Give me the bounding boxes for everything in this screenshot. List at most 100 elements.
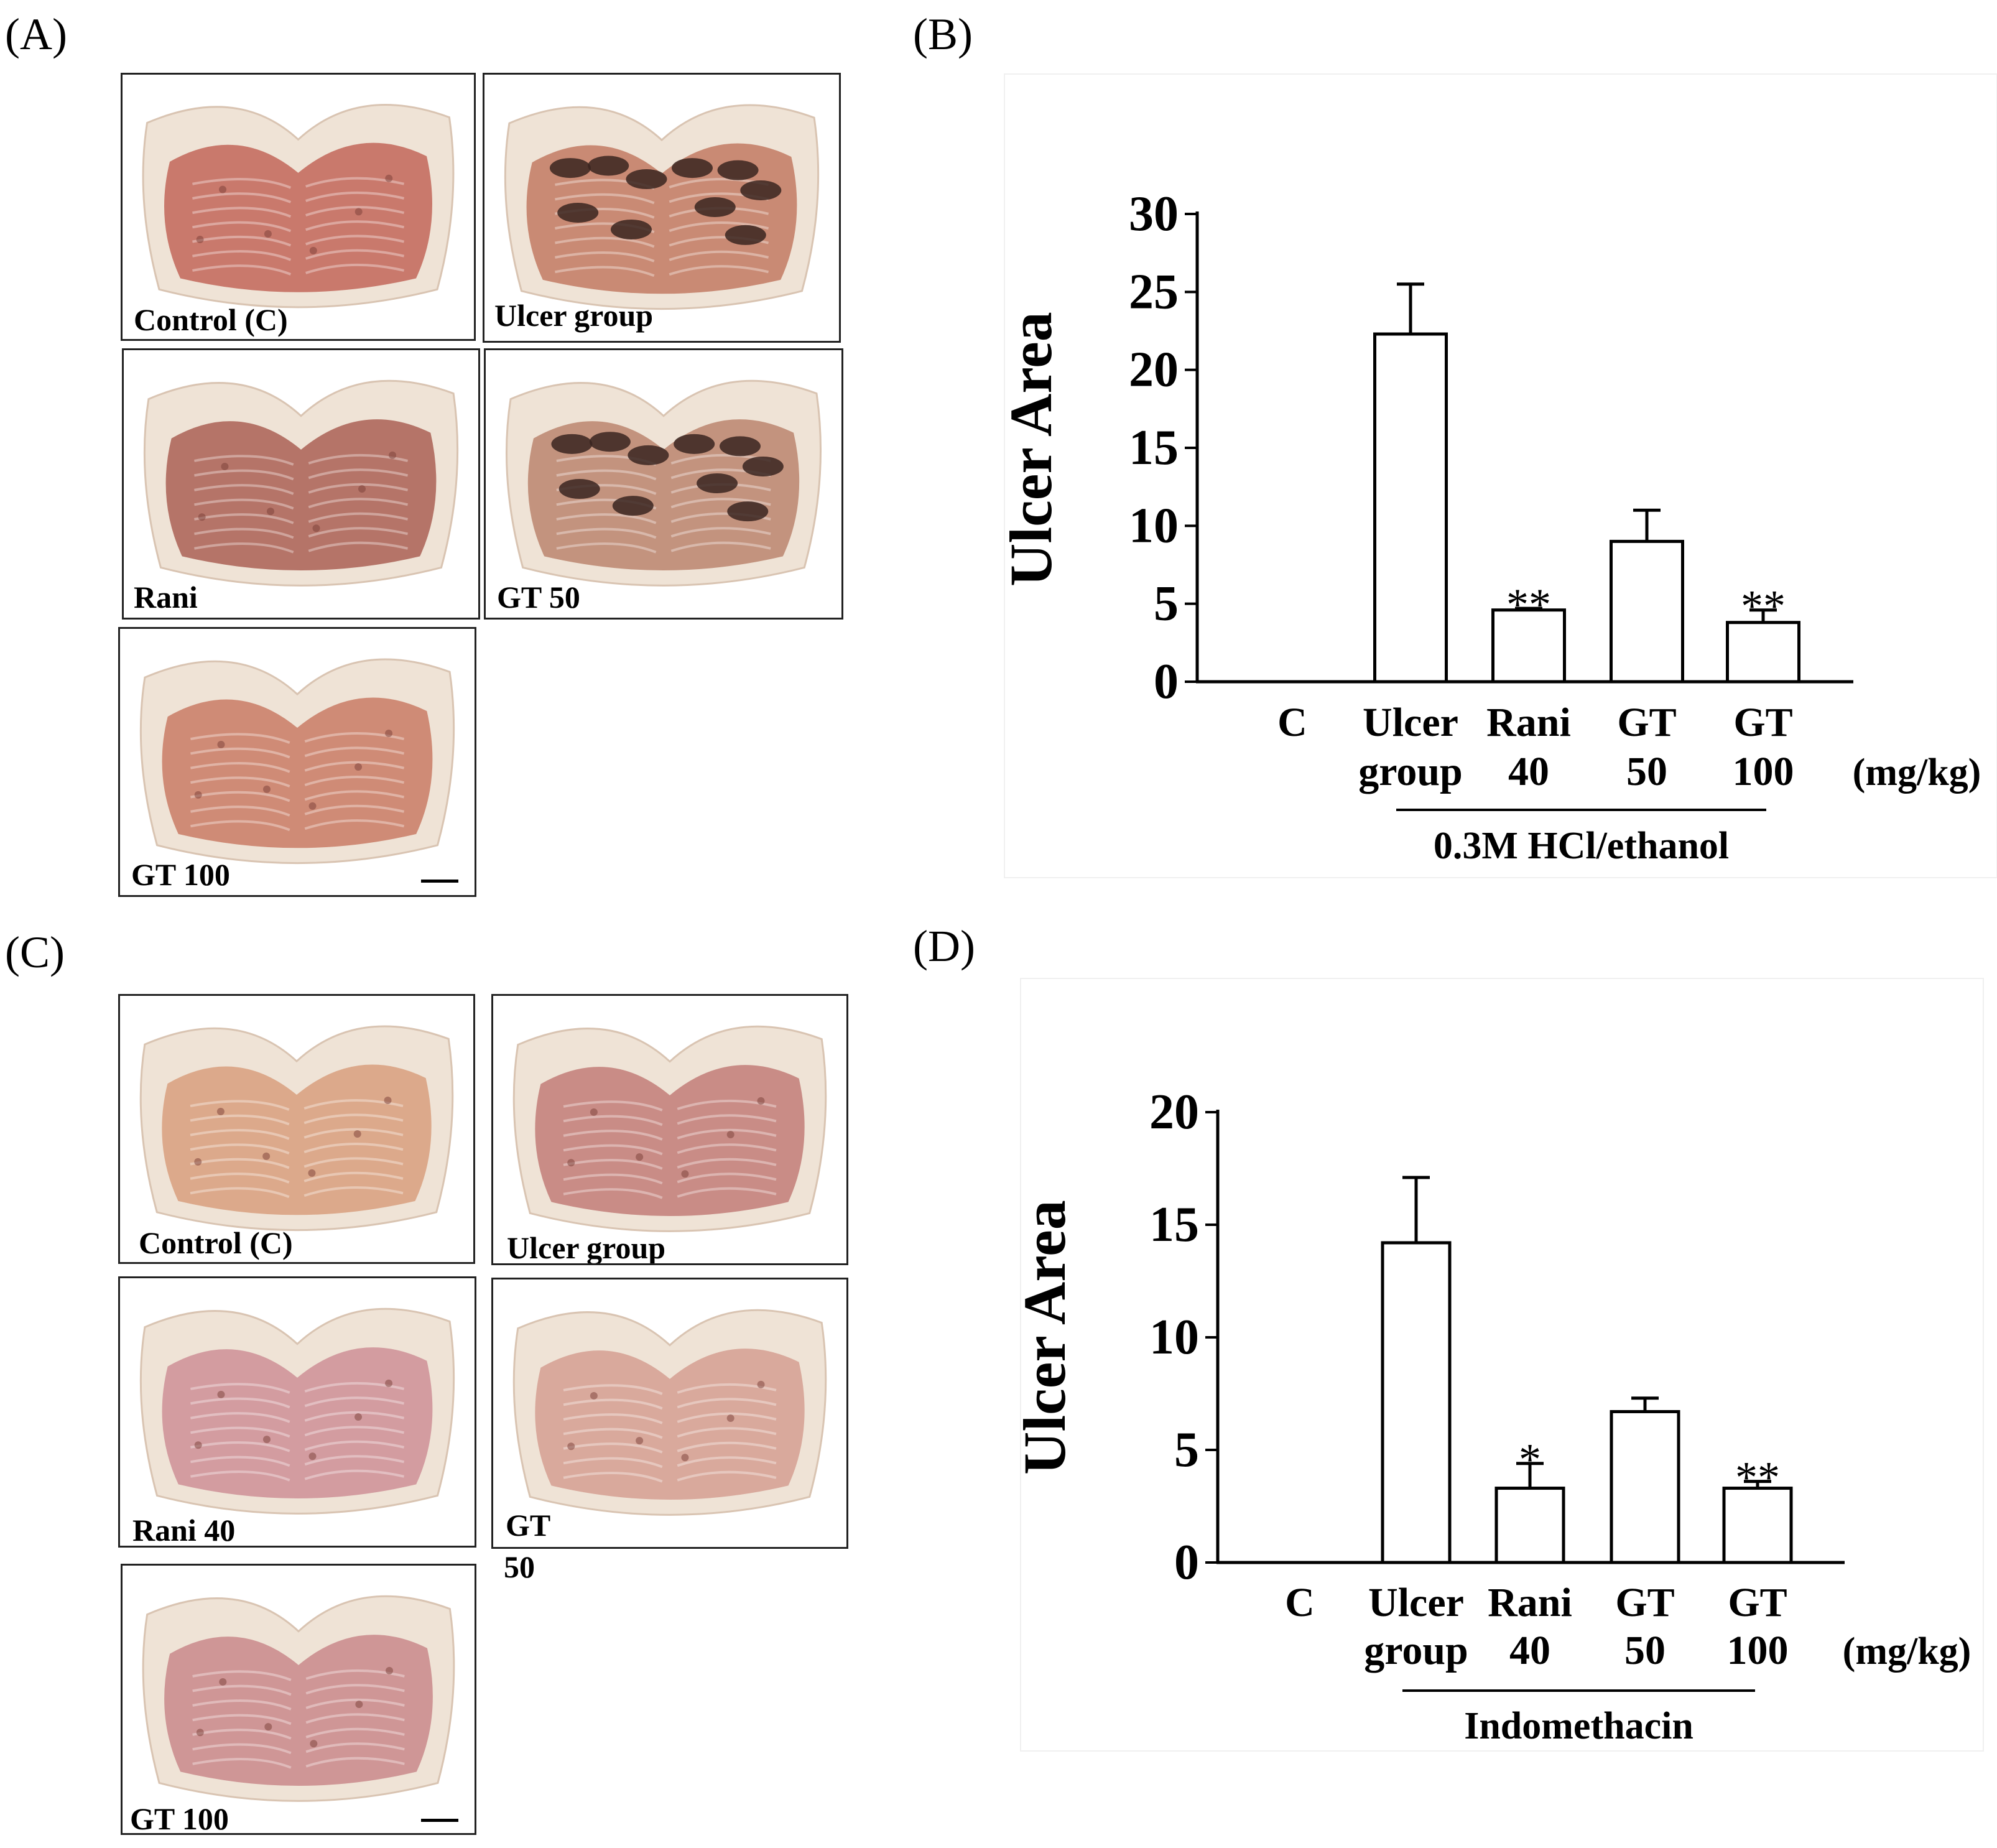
tissue-fold [192, 1727, 405, 1740]
photo-label: Rani [134, 580, 198, 615]
lesion-spot [697, 473, 738, 494]
lesion-spot [557, 202, 599, 223]
petechia-spot [354, 208, 363, 216]
scale-bar [421, 1819, 458, 1822]
tissue-fold [190, 1098, 404, 1111]
tissue-mucosa [164, 142, 433, 292]
tissue-image [139, 658, 455, 865]
photo-label: Ulcer group [494, 298, 654, 333]
photo-label: GT [506, 1508, 551, 1543]
lesion-spot [626, 169, 667, 190]
lesion-spot [674, 434, 715, 454]
tissue-image [143, 379, 459, 587]
tissue-fold [190, 1396, 405, 1409]
tissue-fold [194, 453, 409, 466]
tissue-image [142, 104, 455, 309]
tissue-fold [556, 527, 771, 539]
photo-a-gt50: GT 50 [484, 348, 843, 620]
tissue-image [504, 104, 820, 310]
tissue-fold [190, 1186, 404, 1199]
photo-a-control: Control (C) [121, 73, 476, 341]
tissue-fold [190, 1113, 404, 1126]
petechia-spot [217, 741, 225, 749]
tissue-fold [194, 468, 409, 481]
tissue-fold [192, 234, 405, 247]
tissue-mucosa [162, 1064, 432, 1215]
panel-letter-c: (C) [5, 927, 65, 977]
photo-c-gt100: GT 100 [121, 1564, 476, 1835]
lesion-spot [717, 160, 759, 180]
tissue-fold [192, 1713, 405, 1725]
lesion-spot [588, 156, 629, 176]
petechia-spot [262, 1436, 271, 1444]
photo-c-gt50: GT [491, 1278, 848, 1549]
tissue-fold [192, 177, 405, 189]
tissue-fold [192, 1757, 405, 1769]
photo-a-rani: Rani [122, 348, 480, 620]
petechia-spot [757, 1097, 765, 1105]
petechia-spot [216, 1108, 225, 1116]
photo-c-control: Control (C) [118, 994, 475, 1264]
tissue-fold [190, 1381, 405, 1394]
photo-label: GT 100 [131, 857, 230, 892]
lesion-spot [742, 456, 784, 476]
petechia-spot [308, 1452, 317, 1460]
chart-frame-b [1004, 73, 1997, 878]
petechia-spot [198, 513, 206, 521]
tissue-fold [190, 1455, 405, 1467]
tissue-fold [190, 819, 405, 832]
lesion-spot [549, 158, 591, 179]
tissue-mucosa [162, 697, 433, 848]
tissue-fold [190, 1143, 404, 1155]
tissue-fold [563, 1441, 777, 1454]
petechia-spot [354, 1413, 363, 1421]
petechia-spot [194, 1441, 202, 1449]
petechia-spot [757, 1380, 765, 1388]
tissue-fold [192, 249, 405, 261]
petechia-spot [355, 1701, 363, 1709]
tissue-fold [192, 1742, 405, 1755]
petechia-spot [681, 1454, 689, 1462]
tissue-mucosa [535, 1065, 805, 1216]
lesion-spot [672, 158, 713, 179]
petechia-spot [385, 1379, 393, 1387]
photo-a-gt100: GT 100 [118, 627, 476, 897]
tissue-fold [192, 263, 405, 276]
tissue-fold [555, 250, 769, 262]
panel-letter-a: (A) [5, 9, 67, 59]
tissue-fold [563, 1172, 777, 1185]
tissue-fold [190, 1128, 404, 1140]
tissue-fold [555, 265, 769, 277]
tissue-fold [563, 1114, 777, 1126]
tissue-mucosa [164, 1635, 433, 1786]
photo-c-rani40: Rani 40 [118, 1276, 476, 1548]
photo-label: GT 50 [497, 580, 580, 615]
petechia-spot [312, 524, 320, 532]
petechia-spot [681, 1170, 689, 1178]
tissue-fold [190, 1171, 404, 1184]
petechia-spot [308, 1169, 316, 1177]
petechia-spot [219, 185, 227, 193]
panel-letter-d: (D) [913, 921, 975, 971]
petechia-spot [726, 1414, 734, 1423]
tissue-fold [194, 527, 409, 539]
tissue-fold [192, 220, 405, 233]
tissue-image [512, 1309, 827, 1516]
tissue-fold [192, 206, 405, 218]
petechia-spot [358, 485, 366, 493]
petechia-spot [262, 785, 271, 793]
tissue-fold [563, 1456, 777, 1469]
chart-frame-d [1020, 978, 1984, 1752]
lesion-spot [694, 197, 736, 217]
petechia-spot [590, 1391, 598, 1400]
petechia-spot [385, 730, 393, 738]
petechia-spot [217, 1390, 225, 1398]
tissue-image [139, 1307, 455, 1515]
photo-c-gt50-label-line2: 50 [504, 1549, 535, 1584]
petechia-spot [194, 791, 202, 799]
petechia-spot [194, 1158, 202, 1166]
tissue-fold [563, 1427, 777, 1439]
tissue-fold [190, 1157, 404, 1169]
tissue-fold [190, 1469, 405, 1482]
petechia-spot [219, 1678, 227, 1686]
